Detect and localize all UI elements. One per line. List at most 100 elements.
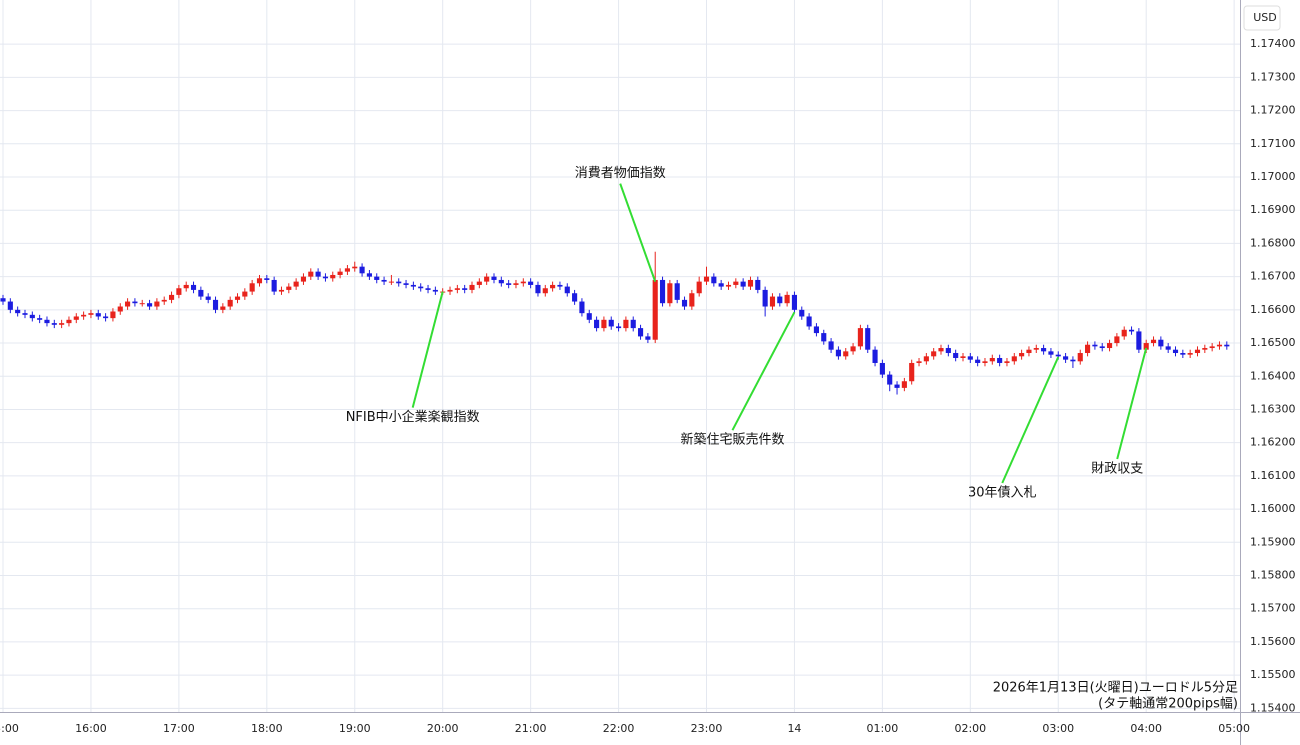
candle-body — [125, 301, 131, 307]
candle-body — [667, 283, 673, 304]
y-tick-label: 1.16400 — [1250, 369, 1296, 382]
x-tick-label: 21:00 — [515, 722, 547, 735]
x-tick-label: 22:00 — [603, 722, 635, 735]
candle-body — [601, 319, 607, 329]
candle-body — [403, 283, 409, 285]
candle-body — [1216, 344, 1223, 347]
candle-body — [879, 362, 885, 375]
candle-body — [454, 288, 460, 290]
candle-body — [1077, 353, 1083, 362]
candle-body — [154, 301, 160, 307]
x-tick-label: 20:00 — [427, 722, 459, 735]
candle-body — [352, 266, 358, 269]
annotation-label: 財政収支 — [1091, 462, 1143, 477]
candle-body — [681, 299, 688, 307]
candle-body — [791, 294, 798, 310]
candle-body — [1158, 339, 1164, 347]
candle-body — [410, 284, 416, 287]
candle-body — [322, 276, 329, 279]
candle-body — [1085, 344, 1091, 354]
y-tick-label: 1.17100 — [1250, 137, 1296, 150]
candle-body — [989, 357, 995, 362]
candle-body — [637, 328, 644, 337]
candle-body — [572, 293, 578, 302]
candle-body — [608, 319, 614, 327]
candle-body — [733, 281, 739, 285]
y-tick-label: 1.15700 — [1250, 602, 1296, 615]
candle-body — [491, 276, 497, 280]
y-tick-label: 1.16100 — [1250, 469, 1296, 482]
candle-body — [139, 303, 145, 305]
y-tick-label: 1.16200 — [1250, 436, 1296, 449]
x-tick-label: 04:00 — [1130, 722, 1162, 735]
annotation-line — [731, 311, 796, 431]
candle-body — [381, 279, 387, 282]
candle-body — [909, 362, 915, 382]
candle-body — [469, 284, 475, 290]
candle-body — [242, 291, 248, 297]
candle-body — [755, 279, 761, 290]
candle-body — [29, 314, 35, 319]
candle-body — [887, 374, 893, 385]
candle-body — [447, 289, 453, 292]
candle-body — [674, 283, 680, 300]
candle-body — [1128, 329, 1135, 332]
candle-body — [183, 284, 189, 289]
candle-body — [425, 288, 431, 290]
candle-body — [234, 296, 241, 300]
candle-body — [1172, 349, 1179, 354]
candle-body — [550, 284, 556, 289]
candle-body — [630, 319, 636, 329]
annotation-line — [1001, 356, 1060, 484]
y-tick-label: 1.15500 — [1250, 668, 1296, 681]
candle-body — [286, 286, 292, 290]
candle-body — [147, 303, 153, 307]
candle-body — [110, 311, 116, 319]
candle-body — [22, 313, 28, 315]
x-tick-label: 19:00 — [339, 722, 371, 735]
candle-body — [1106, 343, 1113, 349]
candle-body — [103, 316, 109, 319]
currency-label: USD — [1253, 11, 1277, 24]
candle-body — [535, 284, 541, 294]
candle-body — [293, 281, 299, 287]
grid-layer — [0, 0, 1240, 712]
candle-body — [337, 271, 343, 275]
candle-body — [806, 316, 812, 327]
annotation-line — [411, 291, 444, 408]
candle-body — [37, 318, 43, 320]
candle-body — [132, 301, 138, 304]
y-tick-label: 1.17300 — [1250, 70, 1296, 83]
y-tick-label: 1.16700 — [1250, 270, 1296, 283]
candle-body — [264, 278, 270, 280]
candle-body — [212, 299, 219, 310]
candle-body — [916, 361, 922, 363]
y-tick-label: 1.15400 — [1250, 701, 1296, 714]
candle-body — [1019, 353, 1025, 357]
candle-body — [388, 281, 394, 283]
candle-body — [901, 381, 907, 388]
candle-body — [799, 309, 805, 317]
candle-body — [1070, 359, 1076, 362]
candle-body — [1092, 344, 1098, 347]
candle-body — [1033, 348, 1039, 350]
annotation-line — [619, 183, 657, 282]
candle-body — [586, 313, 592, 320]
candle-body — [1004, 361, 1010, 363]
y-tick-label: 1.16900 — [1250, 203, 1296, 216]
candle-body — [271, 279, 277, 292]
candle-body — [476, 281, 482, 285]
x-tick-label: 15:00 — [0, 722, 19, 735]
candle-body — [1063, 356, 1069, 360]
candle-body — [872, 349, 878, 363]
candle-body — [696, 281, 702, 294]
y-tick-label: 1.15900 — [1250, 535, 1296, 548]
annotation-label: 消費者物価指数 — [575, 166, 666, 181]
candle-body — [220, 306, 226, 310]
candle-body — [168, 294, 175, 300]
chart-note: 2026年1月13日(火曜日)ユーロドル5分足 — [993, 681, 1238, 696]
candle-body — [711, 276, 717, 284]
candle-body — [747, 279, 754, 287]
candle-body — [850, 346, 856, 352]
candle-body — [308, 271, 314, 277]
